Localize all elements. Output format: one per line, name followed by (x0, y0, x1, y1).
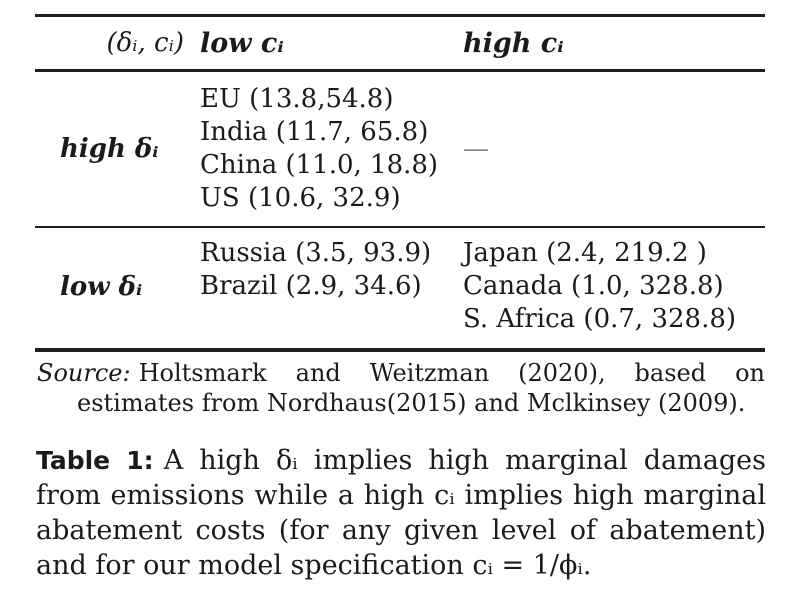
header-high-ci: high cᵢ (463, 27, 564, 59)
cell-high-delta-low-ci: EU (13.8,54.8) India (11.7, 65.8) China … (200, 84, 439, 213)
table-rule-top (35, 14, 765, 17)
header-low-ci: low cᵢ (200, 27, 284, 59)
header-corner-cell: (δᵢ, cᵢ) (106, 28, 185, 58)
table-caption: Table 1: A high δᵢ implies high marginal … (36, 443, 766, 583)
table-rule-mid (35, 226, 765, 228)
table-row-high-delta: high δᵢ EU (13.8,54.8) India (11.7, 65.8… (35, 72, 765, 226)
source-text: Holtsmark and Weitzman (2020), based on … (77, 359, 765, 417)
table-rule-bottom (35, 348, 765, 352)
table-row-low-delta: low δᵢ Russia (3.5, 93.9) Brazil (2.9, 3… (35, 228, 765, 348)
caption-text: A high δᵢ implies high marginal damages … (36, 445, 766, 581)
cell-low-delta-high-ci: Japan (2.4, 219.2 ) Canada (1.0, 328.8) … (463, 238, 737, 334)
table-rule-header (35, 69, 765, 72)
source-label: Source: (37, 359, 131, 387)
caption-label: Table 1: (36, 446, 154, 475)
table-header-row: (δᵢ, cᵢ) low cᵢ high cᵢ (35, 17, 765, 69)
cell-high-delta-high-ci-empty-dash: — (463, 133, 489, 164)
cell-low-delta-low-ci: Russia (3.5, 93.9) Brazil (2.9, 34.6) (200, 238, 432, 301)
row-label-low-delta: low δᵢ (60, 271, 143, 302)
source-note: Source: Holtsmark and Weitzman (2020), ba… (37, 358, 765, 418)
summary-table: (δᵢ, cᵢ) low cᵢ high cᵢ high δᵢ EU (13.8… (35, 14, 765, 352)
row-label-high-delta: high δᵢ (60, 134, 159, 164)
